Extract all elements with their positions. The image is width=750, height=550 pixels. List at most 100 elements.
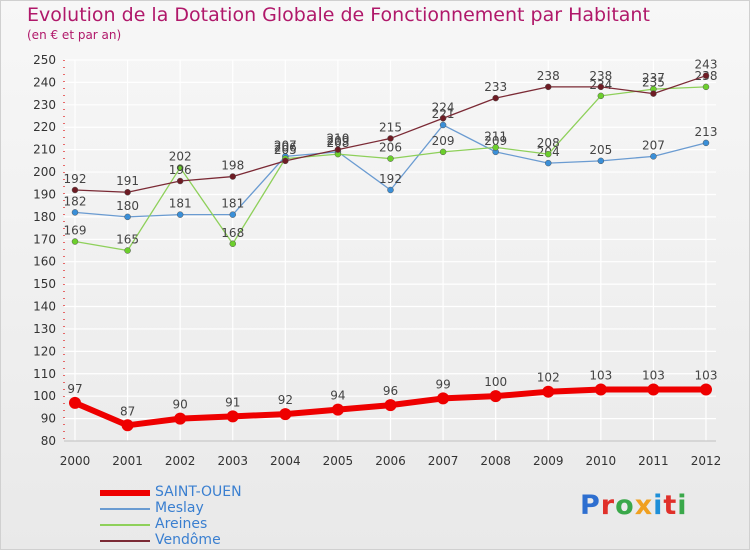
data-point-vendome (282, 157, 289, 165)
logo-letter: i (677, 490, 688, 521)
data-label-saint-ouen: 94 (330, 389, 345, 403)
data-label-vendome: 235 (642, 76, 665, 90)
data-point-vendome (492, 94, 499, 102)
x-tick-label: 2006 (375, 454, 406, 468)
data-label-meslay: 207 (274, 138, 297, 152)
data-point-saint-ouen (279, 408, 292, 421)
data-label-areines: 209 (432, 134, 455, 148)
x-tick-label: 2008 (480, 454, 511, 468)
data-label-vendome: 224 (432, 100, 455, 114)
data-point-vendome (387, 135, 394, 142)
data-point-saint-ouen (489, 390, 502, 403)
data-label-areines: 208 (537, 136, 560, 150)
y-tick-label: 120 (33, 344, 56, 358)
data-label-vendome: 210 (326, 132, 349, 146)
y-tick-label: 90 (41, 412, 56, 426)
data-label-saint-ouen: 100 (484, 375, 507, 389)
data-label-saint-ouen: 103 (642, 368, 665, 382)
data-point-areines (71, 238, 79, 245)
data-point-vendome (334, 146, 342, 153)
data-label-saint-ouen: 90 (173, 398, 188, 412)
data-label-saint-ouen: 99 (435, 377, 450, 391)
x-tick-label: 2001 (112, 454, 143, 468)
data-label-saint-ouen: 103 (695, 368, 718, 382)
logo-letter: P (580, 490, 601, 521)
data-point-vendome (229, 173, 236, 180)
data-point-areines (387, 155, 394, 162)
data-label-areines: 202 (169, 150, 192, 164)
data-label-vendome: 205 (274, 143, 297, 157)
legend-label: SAINT-OUEN (155, 484, 242, 500)
data-label-areines: 206 (379, 141, 402, 155)
data-point-saint-ouen (331, 403, 344, 416)
data-point-saint-ouen (121, 419, 134, 432)
x-tick-label: 2005 (323, 454, 354, 468)
data-label-meslay: 205 (589, 143, 612, 157)
data-label-meslay: 180 (116, 199, 139, 213)
data-point-vendome (650, 90, 657, 97)
data-label-meslay: 221 (432, 107, 455, 121)
data-point-meslay (597, 157, 605, 165)
y-tick-label: 130 (33, 322, 56, 336)
x-tick-label: 2007 (428, 454, 459, 468)
data-point-vendome (71, 186, 79, 194)
data-label-meslay: 207 (642, 138, 665, 152)
data-point-meslay (545, 159, 552, 167)
y-tick-label: 140 (33, 300, 56, 314)
y-tick-label: 250 (33, 53, 56, 67)
data-point-vendome (597, 83, 605, 91)
data-label-meslay: 181 (221, 197, 244, 211)
y-tick-label: 230 (33, 98, 56, 112)
data-label-meslay: 213 (695, 125, 718, 139)
y-tick-label: 220 (33, 120, 56, 134)
data-label-meslay: 192 (379, 172, 402, 186)
x-tick-label: 2003 (217, 454, 248, 468)
x-tick-label: 2011 (638, 454, 669, 468)
legend-swatch (100, 524, 150, 526)
data-label-saint-ouen: 97 (67, 382, 82, 396)
x-tick-label: 2004 (270, 454, 301, 468)
data-point-meslay (702, 139, 710, 147)
data-label-vendome: 238 (537, 69, 560, 83)
legend-swatch (100, 540, 150, 542)
x-tick-label: 2009 (533, 454, 564, 468)
y-tick-label: 210 (33, 143, 56, 157)
x-tick-label: 2000 (60, 454, 91, 468)
y-tick-label: 180 (33, 210, 56, 224)
x-tick-label: 2010 (586, 454, 617, 468)
y-tick-label: 110 (33, 367, 56, 381)
data-point-saint-ouen (437, 392, 450, 405)
y-tick-label: 150 (33, 277, 56, 291)
data-point-vendome (176, 177, 184, 185)
data-point-areines (124, 247, 131, 254)
data-label-areines: 165 (116, 233, 139, 247)
data-point-areines (597, 92, 605, 100)
data-point-meslay (650, 153, 657, 160)
data-point-areines (229, 240, 236, 248)
data-label-meslay: 209 (326, 134, 349, 148)
data-label-areines: 211 (484, 129, 507, 143)
data-point-meslay (71, 209, 79, 216)
data-point-meslay (387, 186, 394, 194)
data-point-meslay (124, 213, 131, 221)
logo-letter: r (600, 490, 616, 521)
legend-swatch (100, 490, 150, 496)
y-tick-label: 240 (33, 75, 56, 89)
data-point-areines (492, 144, 499, 151)
data-label-saint-ouen: 102 (537, 371, 560, 385)
data-point-saint-ouen (700, 383, 712, 396)
legend-label: Meslay (155, 500, 204, 516)
data-label-meslay: 181 (169, 197, 192, 211)
data-label-saint-ouen: 92 (278, 393, 293, 407)
chart-subtitle: (en € et par an) (27, 28, 122, 42)
data-label-vendome: 191 (116, 174, 139, 188)
x-tick-label: 2002 (165, 454, 196, 468)
data-label-areines: 208 (326, 136, 349, 150)
y-tick-label: 160 (33, 255, 56, 269)
data-point-saint-ouen (69, 396, 81, 409)
data-point-areines (176, 164, 184, 171)
data-point-meslay (229, 211, 236, 218)
logo-letter: x (634, 490, 654, 521)
data-label-vendome: 196 (169, 163, 192, 177)
